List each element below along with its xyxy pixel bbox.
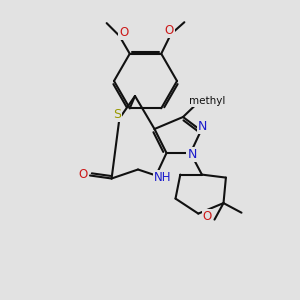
Text: N: N [198, 120, 207, 134]
Text: O: O [203, 210, 212, 223]
Text: methyl: methyl [189, 96, 225, 106]
Text: O: O [119, 26, 128, 39]
Text: O: O [79, 167, 88, 181]
Text: S: S [113, 108, 121, 122]
Text: N: N [187, 148, 197, 161]
Text: O: O [165, 24, 174, 37]
Text: NH: NH [154, 171, 171, 184]
